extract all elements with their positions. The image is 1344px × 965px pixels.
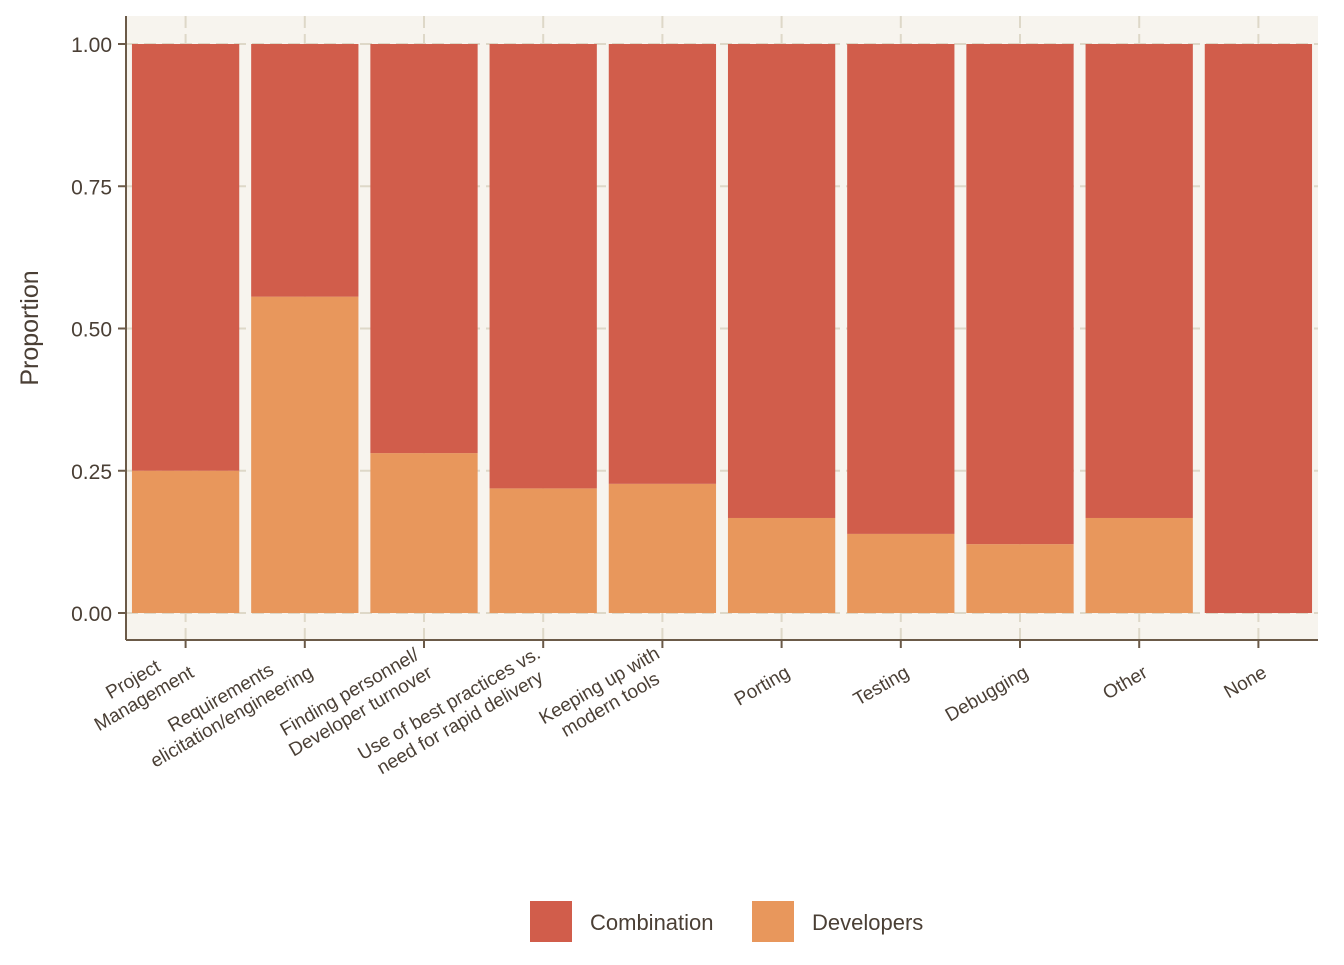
- bars: [131, 44, 1313, 613]
- bar-combination: [131, 44, 240, 471]
- y-axis-label: Proportion: [16, 270, 44, 385]
- y-tick-label: 1.00: [71, 34, 112, 57]
- y-tick-labels: 0.00 0.25 0.50 0.75 1.00: [71, 34, 112, 626]
- bar-combination: [847, 44, 955, 534]
- x-tick-label-line: Debugging: [942, 662, 1032, 726]
- bar-developers: [966, 544, 1074, 613]
- bar-combination: [1204, 44, 1313, 613]
- y-tick-label: 0.00: [71, 603, 112, 626]
- bar-combination: [727, 44, 836, 518]
- bar-developers: [251, 296, 359, 613]
- y-tick-label: 0.25: [71, 461, 112, 484]
- legend-swatch-developers: [752, 901, 794, 942]
- x-tick-label-line: Testing: [850, 662, 913, 710]
- bar-developers: [1085, 517, 1193, 613]
- x-tick-label: None: [1221, 662, 1271, 703]
- axes: [118, 16, 1318, 648]
- x-tick-label-line: None: [1221, 662, 1271, 703]
- x-tick-label: Porting: [731, 662, 794, 710]
- y-tick-label: 0.50: [71, 319, 112, 342]
- bar-combination: [489, 44, 597, 489]
- bar-developers: [608, 483, 717, 613]
- bar-combination: [608, 44, 717, 484]
- bar-developers: [489, 488, 597, 613]
- bar-combination: [251, 44, 359, 297]
- x-tick-labels: ProjectManagementRequirementselicitation…: [91, 643, 1271, 779]
- x-tick-label: Testing: [850, 662, 913, 710]
- legend: Combination Developers: [530, 901, 923, 942]
- y-tick-label: 0.75: [71, 176, 112, 199]
- bar-developers: [131, 470, 240, 613]
- legend-label-developers: Developers: [812, 910, 923, 935]
- x-tick-label-line: Other: [1100, 662, 1152, 704]
- legend-label-combination: Combination: [590, 910, 714, 935]
- x-tick-label: Other: [1100, 662, 1152, 704]
- legend-swatch-combination: [530, 901, 572, 942]
- bar-developers: [370, 453, 478, 613]
- bar-combination: [370, 44, 478, 454]
- x-tick-label-line: Porting: [731, 662, 794, 710]
- bar-developers: [727, 517, 836, 613]
- x-tick-label: Debugging: [942, 662, 1032, 726]
- bar-developers: [847, 533, 955, 613]
- bar-combination: [1085, 44, 1193, 518]
- bar-combination: [966, 44, 1074, 545]
